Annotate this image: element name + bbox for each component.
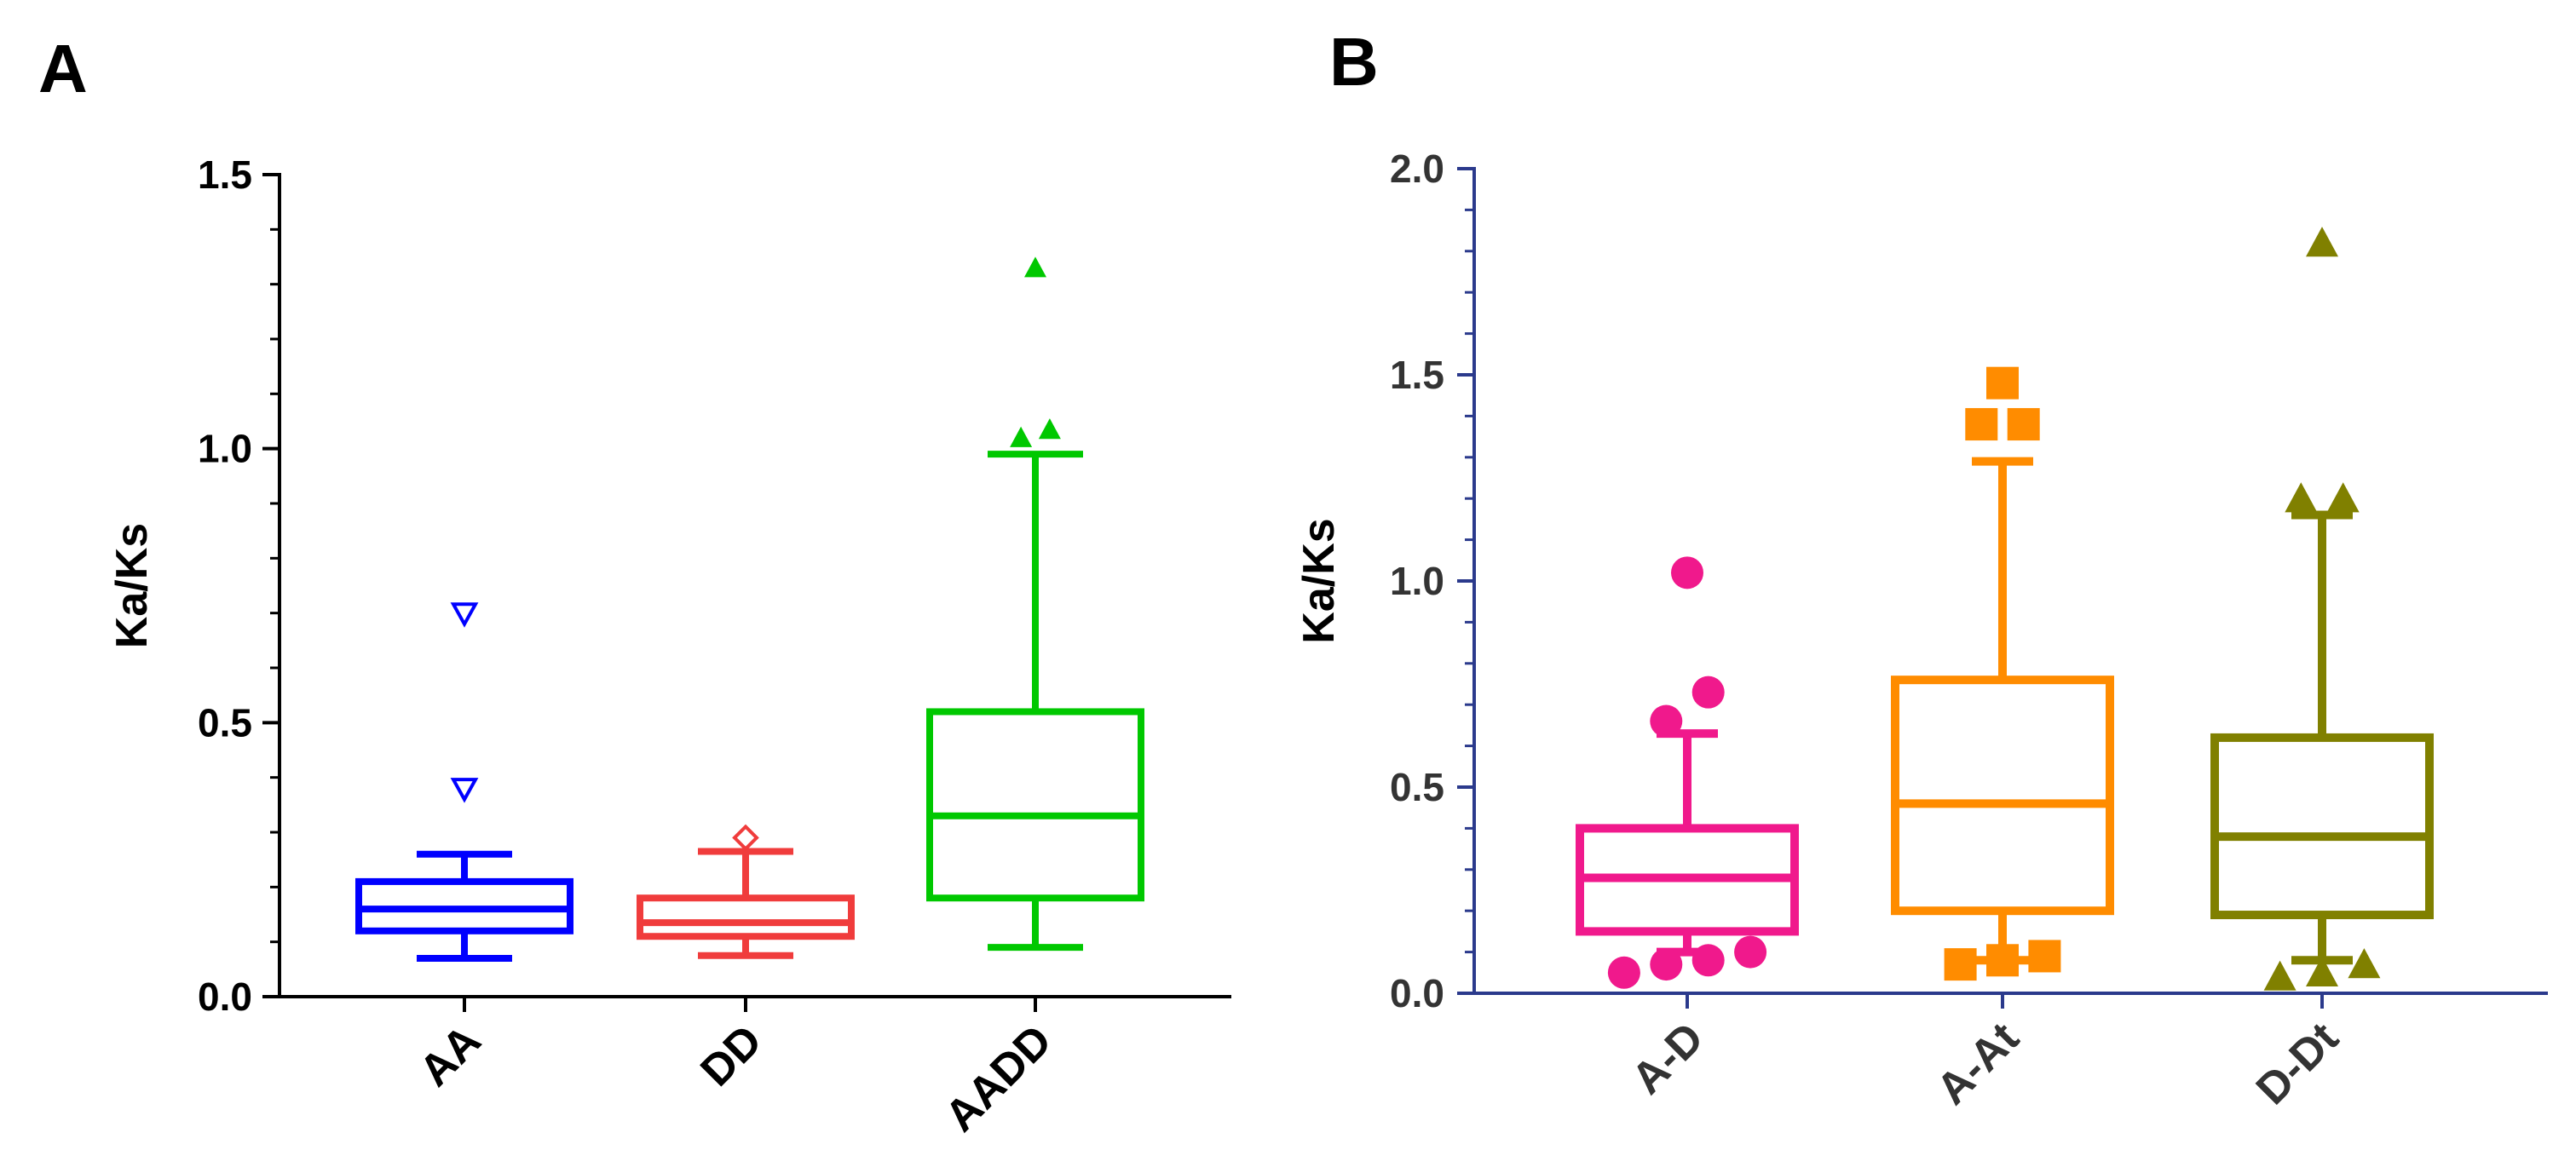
- x-category-label: AADD: [936, 1015, 1061, 1141]
- outlier-point: [2007, 408, 2040, 441]
- box-aadd: [926, 256, 1144, 1012]
- box-aa: [355, 602, 573, 1012]
- outlier-point: [1650, 704, 1683, 738]
- outlier-point: [2028, 940, 2061, 973]
- y-tick-label: 0.5: [198, 700, 252, 745]
- y-tick-label: 1.0: [1390, 559, 1444, 603]
- iqr-box: [2210, 733, 2434, 920]
- outlier-point: [2306, 227, 2338, 257]
- y-tick-label: 2.0: [1390, 147, 1444, 191]
- outlier-point: [2285, 482, 2318, 513]
- outlier-point: [1734, 935, 1767, 969]
- outlier-point: [1691, 944, 1725, 977]
- x-category-label: DD: [691, 1015, 771, 1095]
- x-category-label: A-D: [1622, 1013, 1713, 1103]
- outlier-point: [1650, 948, 1683, 981]
- outlier-point: [1986, 944, 2019, 977]
- outlier-point: [2306, 956, 2338, 986]
- panel-a-letter: A: [38, 31, 88, 106]
- outlier-point: [1024, 256, 1046, 278]
- y-axis-title: Ka/Ks: [1294, 518, 1344, 643]
- outlier-point: [1691, 676, 1725, 709]
- y-tick-label: 1.5: [198, 152, 252, 197]
- y-tick-label: 1.0: [198, 427, 252, 471]
- outlier-point: [1038, 418, 1061, 440]
- outlier-point: [2326, 482, 2360, 513]
- outlier-point: [732, 824, 759, 852]
- y-tick-label: 0.5: [1390, 765, 1444, 809]
- box-a-d: [1576, 556, 1799, 1009]
- panel-b-box-plot: 0.0 0.5 1.0 1.5 2.0 Ka/Ks A-D A-At D-Dt: [1294, 147, 2548, 1114]
- outlier-point: [1671, 556, 1703, 589]
- x-category-label: A-At: [1928, 1013, 2029, 1114]
- outlier-point: [1944, 948, 1977, 981]
- y-tick-label: 0.0: [198, 975, 252, 1019]
- outlier-point: [450, 602, 479, 628]
- outlier-point: [1986, 366, 2019, 400]
- x-category-label: D-Dt: [2247, 1013, 2348, 1114]
- outlier-point: [2348, 948, 2381, 979]
- outlier-point: [1965, 408, 1998, 441]
- y-tick-label: 1.5: [1390, 353, 1444, 397]
- iqr-box: [637, 894, 855, 940]
- panel-b-letter: B: [1329, 24, 1379, 100]
- outlier-point: [450, 778, 479, 803]
- y-tick-label: 0.0: [1390, 971, 1444, 1015]
- box-dd: [637, 824, 855, 1012]
- box-a-at: [1891, 366, 2114, 1009]
- outlier-point: [1010, 426, 1033, 447]
- box-d-dt: [2210, 227, 2434, 1009]
- outlier-point: [1607, 956, 1640, 989]
- iqr-box: [926, 708, 1144, 902]
- iqr-box: [1891, 676, 2114, 916]
- x-category-label: AA: [410, 1015, 490, 1095]
- outlier-point: [2263, 960, 2297, 991]
- y-axis-title: Ka/Ks: [107, 523, 157, 648]
